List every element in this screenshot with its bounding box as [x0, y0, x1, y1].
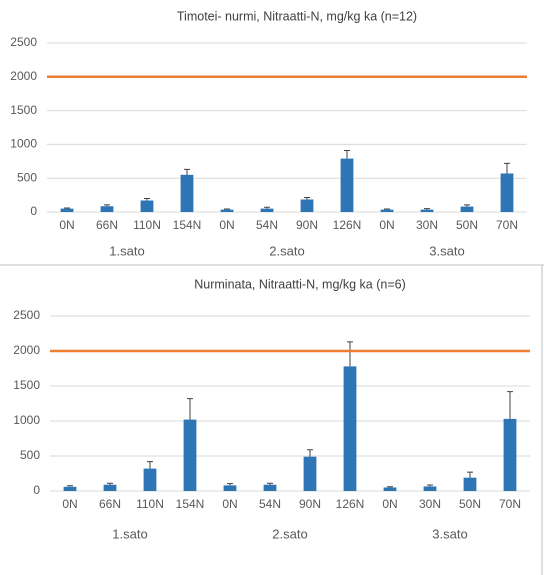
group-label: 3.sato: [432, 526, 467, 541]
x-tick-label: 50N: [459, 497, 481, 511]
x-tick-label: 126N: [336, 497, 365, 511]
x-tick-label: 54N: [259, 497, 281, 511]
x-tick-label: 154N: [173, 218, 202, 232]
y-tick-label: 1000: [10, 137, 37, 151]
error-bar: [387, 486, 393, 488]
bar: [223, 485, 237, 491]
bar: [463, 477, 477, 491]
bar: [263, 484, 277, 491]
group-label: 2.sato: [272, 526, 307, 541]
x-tick-label: 110N: [133, 218, 161, 232]
bar: [423, 486, 437, 491]
x-tick-label: 0N: [222, 497, 237, 511]
x-tick-label: 90N: [296, 218, 318, 232]
bar: [380, 209, 394, 212]
bar: [343, 366, 357, 491]
y-tick-label: 500: [17, 170, 37, 184]
error-bar: [347, 341, 353, 367]
chart-title: Timotei- nurmi, Nitraatti-N, mg/kg ka (n…: [177, 9, 417, 23]
x-tick-label: 70N: [499, 497, 521, 511]
error-bar: [187, 398, 193, 420]
chart-title: Nurminata, Nitraatti-N, mg/kg ka (n=6): [194, 277, 406, 291]
bar: [383, 487, 397, 491]
y-tick-label: 0: [30, 204, 37, 218]
y-tick-label: 0: [33, 483, 40, 497]
error-bar: [267, 482, 273, 485]
bar: [460, 206, 474, 212]
x-tick-label: 90N: [299, 497, 321, 511]
bar: [140, 200, 154, 212]
bar: [180, 174, 194, 212]
bar: [503, 418, 517, 491]
error-bar: [427, 484, 433, 487]
x-tick-label: 54N: [256, 218, 278, 232]
x-tick-label: 126N: [333, 218, 362, 232]
x-tick-label: 0N: [379, 218, 394, 232]
bar: [300, 199, 314, 212]
x-tick-label: 70N: [496, 218, 518, 232]
error-bar: [307, 449, 313, 457]
error-bar: [344, 149, 350, 159]
error-bar: [144, 197, 150, 201]
bar: [60, 208, 74, 212]
error-bar: [304, 196, 310, 200]
y-tick-label: 1500: [10, 103, 37, 117]
x-tick-label: 0N: [382, 497, 397, 511]
x-tick-label: 50N: [456, 218, 478, 232]
error-bar: [67, 485, 73, 487]
error-bar: [504, 162, 510, 174]
bar: [220, 209, 234, 212]
y-tick-label: 2000: [10, 69, 37, 83]
x-tick-label: 30N: [416, 218, 438, 232]
error-bar: [424, 208, 430, 210]
error-bar: [184, 168, 190, 175]
bar: [103, 484, 117, 491]
error-bar: [507, 391, 513, 419]
group-label: 1.sato: [112, 526, 147, 541]
x-tick-label: 154N: [176, 497, 205, 511]
group-label: 2.sato: [269, 243, 304, 258]
error-bar: [464, 204, 470, 207]
error-bar: [467, 471, 473, 478]
x-tick-label: 110N: [136, 497, 164, 511]
y-tick-label: 500: [20, 448, 40, 462]
error-bar: [264, 206, 270, 209]
y-tick-label: 2500: [13, 308, 40, 322]
bar: [63, 486, 77, 491]
group-label: 3.sato: [429, 243, 464, 258]
x-tick-label: 66N: [99, 497, 121, 511]
x-tick-label: 0N: [219, 218, 234, 232]
x-tick-label: 30N: [419, 497, 441, 511]
y-tick-label: 2000: [13, 343, 40, 357]
error-bar: [147, 461, 153, 469]
group-label: 1.sato: [109, 243, 144, 258]
error-bar: [104, 204, 110, 207]
y-tick-label: 2500: [10, 35, 37, 49]
error-bar: [224, 208, 230, 210]
error-bar: [227, 483, 233, 486]
bar: [183, 419, 197, 491]
y-tick-label: 1000: [13, 413, 40, 427]
x-tick-label: 0N: [59, 218, 74, 232]
bar: [260, 208, 274, 212]
x-tick-label: 0N: [62, 497, 77, 511]
bar: [303, 456, 317, 491]
bar: [420, 209, 434, 212]
bar: [143, 468, 157, 491]
bar: [500, 173, 514, 212]
error-bar: [384, 208, 390, 210]
x-tick-label: 66N: [96, 218, 118, 232]
bar: [340, 158, 354, 212]
error-bar: [64, 207, 70, 209]
error-bar: [107, 482, 113, 485]
bar: [100, 206, 114, 212]
y-tick-label: 1500: [13, 378, 40, 392]
